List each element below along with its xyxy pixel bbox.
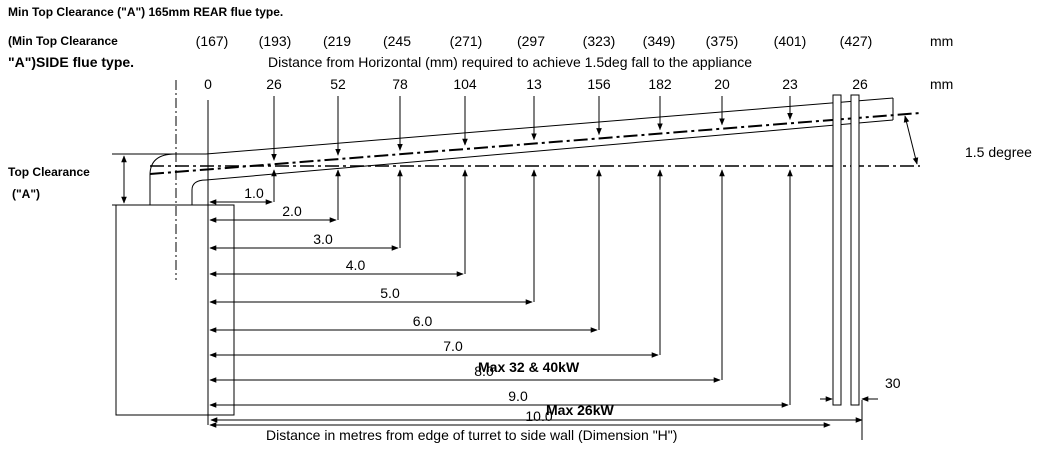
metre-label: 2.0 bbox=[282, 203, 302, 219]
fall-distance-value: 52 bbox=[330, 76, 346, 92]
fall-distance-row: 0 26 52 78 104 13 156 182 20 23 26 bbox=[204, 76, 868, 92]
fall-distance-value: 182 bbox=[648, 76, 672, 92]
fall-distance-value: 20 bbox=[714, 76, 730, 92]
metre-label: 6.0 bbox=[413, 313, 433, 329]
metre-label: 7.0 bbox=[443, 338, 463, 354]
side-wall-outer bbox=[832, 94, 842, 406]
fall-distance-title: Distance from Horizontal (mm) required t… bbox=[268, 54, 752, 70]
top-clearance-label-a: ("A") bbox=[12, 187, 40, 201]
appliance-box bbox=[115, 204, 235, 416]
side-clearance-value: (219 bbox=[323, 33, 351, 49]
metre-label: 8.0 bbox=[474, 363, 494, 379]
side-clearance-value: (271) bbox=[450, 33, 483, 49]
fall-distance-value: 26 bbox=[852, 76, 868, 92]
side-clearance-value: (323) bbox=[583, 33, 616, 49]
fall-arrows bbox=[271, 96, 793, 405]
fall-distance-value: 26 bbox=[266, 76, 282, 92]
fall-distance-value: 156 bbox=[587, 76, 611, 92]
top-clearance-label: Top Clearance bbox=[8, 165, 90, 179]
angle-label: 1.5 degree bbox=[965, 144, 1032, 160]
metre-label: 4.0 bbox=[346, 257, 366, 273]
fall-distance-value: 0 bbox=[204, 76, 212, 92]
max-32-40kw-label: Max 32 & 40kW bbox=[478, 359, 580, 375]
side-clearance-row: (167) (193) (219 (245 (271) (297 (323) (349) (37… bbox=[196, 33, 873, 49]
side-clearance-value: (349) bbox=[643, 33, 676, 49]
dimension-h-caption: Distance in metres from edge of turret t… bbox=[266, 427, 677, 443]
metre-label: 1.0 bbox=[244, 185, 264, 201]
fall-distance-value: 104 bbox=[453, 76, 477, 92]
unit-mm-top: mm bbox=[930, 33, 953, 49]
side-flue-title-line2: "A")SIDE flue type. bbox=[8, 54, 134, 70]
max-26kw-label: Max 26kW bbox=[546, 402, 614, 418]
side-clearance-value: (427) bbox=[840, 33, 873, 49]
fall-distance-value: 13 bbox=[526, 76, 542, 92]
flue-centre-line-sloped bbox=[149, 112, 921, 175]
side-clearance-value: (401) bbox=[774, 33, 807, 49]
flue-pipe-bottom-edge bbox=[205, 119, 894, 181]
side-clearance-value: (375) bbox=[706, 33, 739, 49]
flue-bend-outer bbox=[149, 153, 206, 205]
side-flue-title-line1: (Min Top Clearance bbox=[8, 34, 118, 48]
wall-gap-label: 30 bbox=[885, 375, 901, 391]
fall-distance-value: 23 bbox=[782, 76, 798, 92]
side-clearance-value: (297 bbox=[517, 33, 545, 49]
fall-distance-value: 78 bbox=[392, 76, 408, 92]
side-clearance-value: (167) bbox=[196, 33, 229, 49]
side-wall-inner bbox=[850, 94, 860, 406]
rear-flue-title: Min Top Clearance ("A") 165mm REAR flue … bbox=[8, 5, 283, 19]
metre-label: 5.0 bbox=[380, 285, 400, 301]
metre-label: 9.0 bbox=[508, 388, 528, 404]
metre-label: 3.0 bbox=[313, 231, 333, 247]
flue-pipe-top-edge bbox=[205, 97, 894, 155]
angle-dimension-arrow bbox=[903, 115, 919, 165]
flue-bend-inner bbox=[191, 179, 207, 205]
side-clearance-value: (245 bbox=[383, 33, 411, 49]
unit-mm-second: mm bbox=[930, 76, 953, 92]
side-clearance-value: (193) bbox=[259, 33, 292, 49]
